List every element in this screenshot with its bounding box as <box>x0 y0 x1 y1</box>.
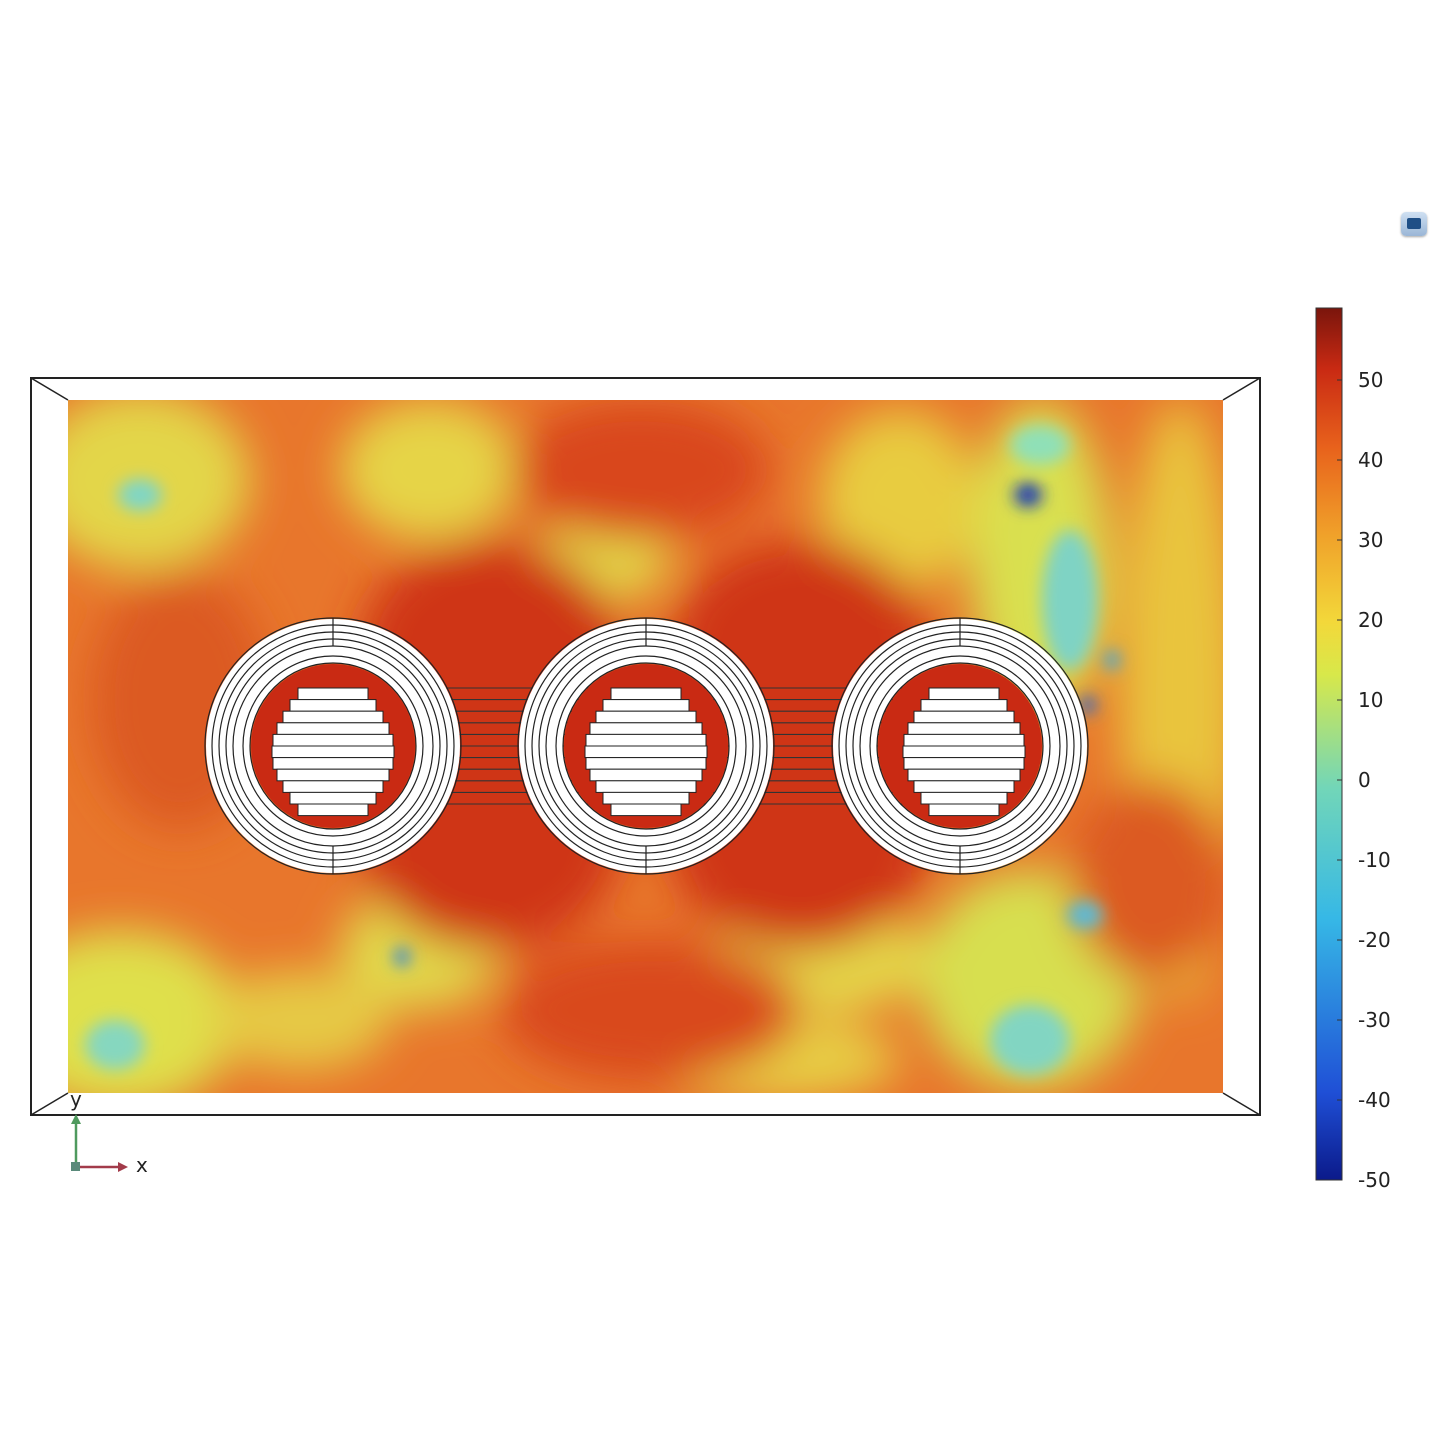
colorbar-tick-label: -40 <box>1358 1088 1391 1112</box>
colorbar-tick-label: -10 <box>1358 848 1391 872</box>
strand-plate <box>297 803 369 817</box>
strand-plate <box>272 757 394 770</box>
strand-plate <box>907 722 1021 735</box>
strand-plate <box>928 803 1000 817</box>
ring-outline <box>869 655 1051 837</box>
strand-plate <box>595 780 697 793</box>
x-axis-arrowhead <box>118 1162 128 1172</box>
strand-plate <box>585 733 707 747</box>
strand-plate <box>610 687 682 701</box>
ring-outline <box>876 662 1044 830</box>
cable-cores <box>204 617 1089 875</box>
strand-plate <box>902 745 1026 759</box>
strand-plate <box>589 768 703 782</box>
strand-plate <box>907 768 1021 782</box>
z-axis-marker <box>71 1162 80 1171</box>
strand-plate <box>913 780 1015 793</box>
strand-plate <box>282 780 384 793</box>
colorbar-tick-label: -30 <box>1358 1008 1391 1032</box>
strand-plate <box>903 733 1025 747</box>
strand-plate <box>920 791 1008 805</box>
strand-plate <box>297 687 369 701</box>
cable-core <box>204 617 462 875</box>
cable-core <box>517 617 775 875</box>
colorbar-ticks: 50 40 30 20 10 0 -10 -20 -30 -40 -50 <box>1337 368 1391 1192</box>
ring-outline <box>562 662 730 830</box>
strand-plate <box>920 699 1008 712</box>
strand-plate <box>584 745 708 759</box>
y-axis-label: y <box>70 1087 82 1111</box>
x-axis-label: x <box>136 1153 148 1177</box>
colorbar-tick-label: 50 <box>1358 368 1383 392</box>
cable-core <box>831 617 1089 875</box>
strand-plate <box>589 722 703 735</box>
strand-plate <box>289 699 377 712</box>
strand-plate <box>903 757 1025 770</box>
colorbar-tick-label: 30 <box>1358 528 1383 552</box>
axes-triad: y x <box>70 1087 148 1177</box>
strand-plate <box>276 768 390 782</box>
y-axis-arrowhead <box>71 1114 81 1124</box>
ring-outline <box>555 655 737 837</box>
strand-plate <box>289 791 377 805</box>
strand-plate <box>585 757 707 770</box>
strand-plate <box>276 722 390 735</box>
colorbar-tick-label: 40 <box>1358 448 1383 472</box>
strand-plate <box>610 803 682 817</box>
strand-plate <box>913 710 1015 724</box>
colorbar: 50 40 30 20 10 0 -10 -20 -30 -40 -50 <box>1315 307 1391 1192</box>
strand-plate <box>272 733 394 747</box>
ring-outline <box>242 655 424 837</box>
colorbar-tick-label: -20 <box>1358 928 1391 952</box>
strand-plate <box>602 699 690 712</box>
strand-plate <box>271 745 395 759</box>
ring-outline <box>249 662 417 830</box>
strand-plate <box>595 710 697 724</box>
view-cube-icon[interactable] <box>1401 212 1427 236</box>
colorbar-tick-label: 20 <box>1358 608 1383 632</box>
strand-plate <box>602 791 690 805</box>
colorbar-tick-label: 10 <box>1358 688 1383 712</box>
strand-plate <box>282 710 384 724</box>
colorbar-tick-label: -50 <box>1358 1168 1391 1192</box>
strand-plate <box>928 687 1000 701</box>
colorbar-tick-label: 0 <box>1358 768 1371 792</box>
